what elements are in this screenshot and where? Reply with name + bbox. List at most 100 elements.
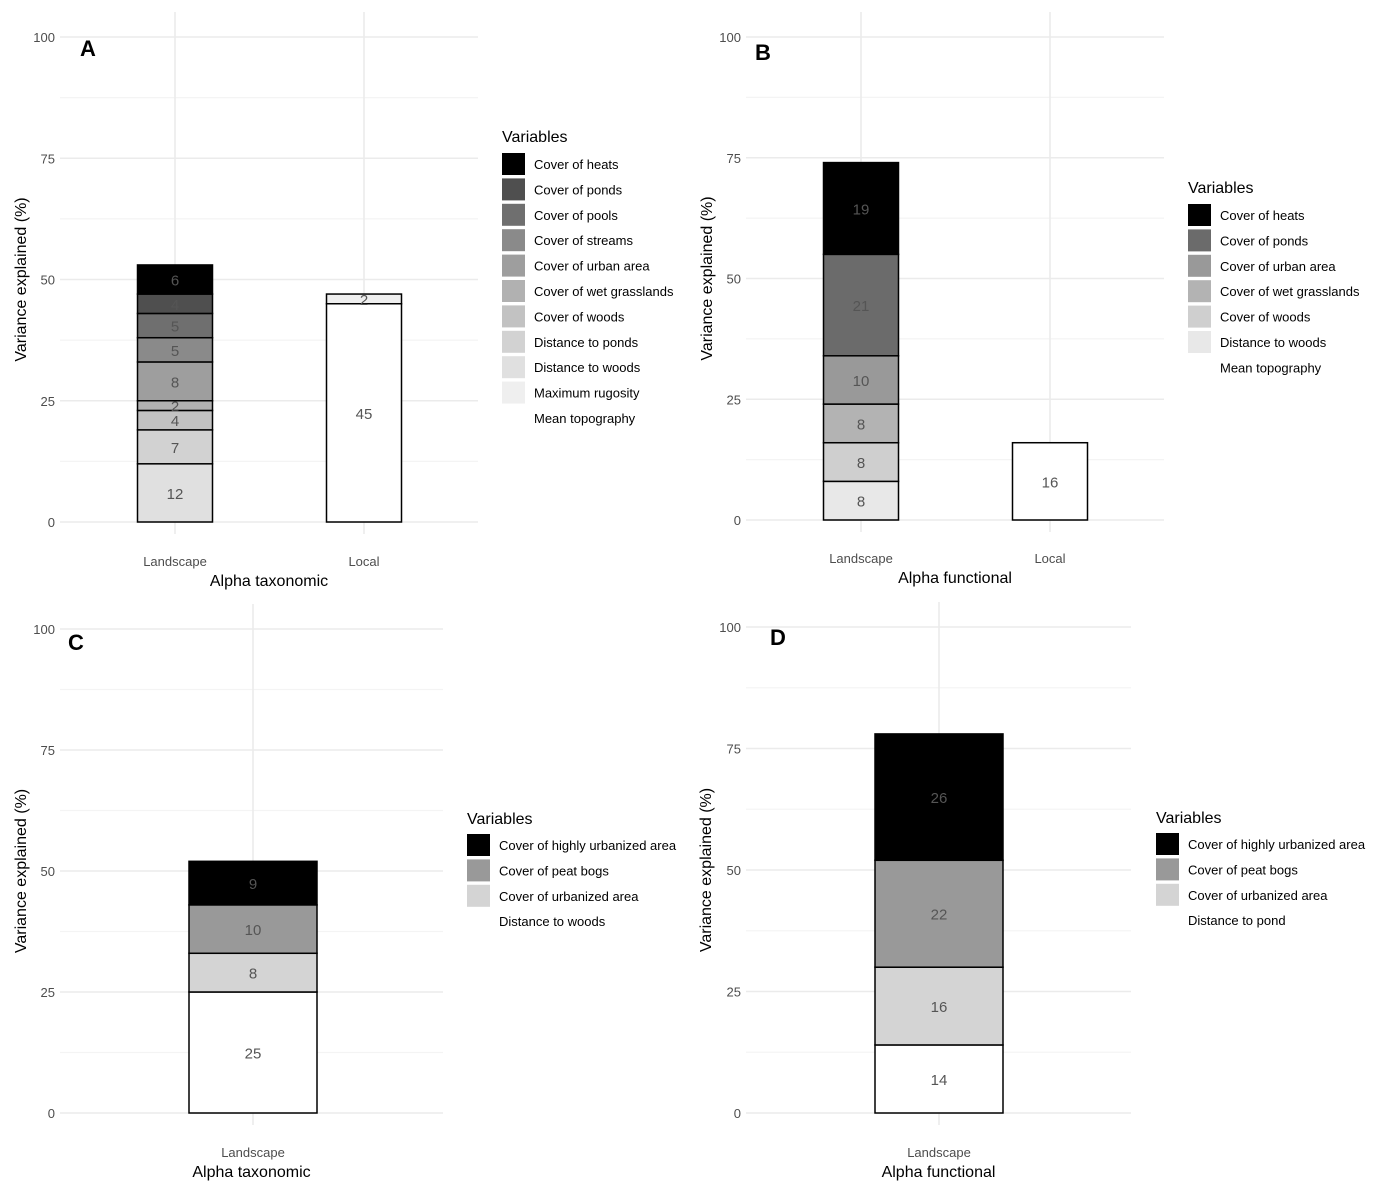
legend-title: Variables <box>1188 180 1254 197</box>
bar-segment <box>822 161 900 256</box>
x-axis-title: Alpha functional <box>898 570 1012 587</box>
legend-label: Cover of urban area <box>1220 259 1336 274</box>
y-tick-label: 50 <box>41 273 55 288</box>
data-label: 8 <box>857 416 865 433</box>
data-label: 2 <box>171 399 179 416</box>
legend-label: Cover of highly urbanized area <box>499 838 677 853</box>
data-label: 9 <box>249 876 257 893</box>
bar-segment <box>325 293 403 305</box>
legend-key <box>1188 254 1211 277</box>
x-axis-title: Alpha taxonomic <box>210 573 328 590</box>
legend-key <box>1188 280 1211 303</box>
data-label: 6 <box>171 273 179 290</box>
legend-key <box>502 203 525 226</box>
bar-segment <box>822 480 900 521</box>
data-label: 14 <box>931 1072 948 1089</box>
legend-key <box>467 884 490 907</box>
x-tick-label: Landscape <box>829 551 893 566</box>
legend-key <box>502 153 525 175</box>
x-tick-label: Local <box>348 554 379 569</box>
y-axis-title: Variance explained (%) <box>699 196 716 360</box>
legend-label: Cover of urbanized area <box>1188 888 1328 903</box>
legend-key <box>502 305 525 328</box>
data-label: 45 <box>356 406 373 423</box>
legend-key <box>502 254 525 277</box>
legend-key <box>1188 305 1211 328</box>
legend-key <box>1156 858 1179 881</box>
bar-segment <box>874 1044 1004 1114</box>
legend-key <box>1188 229 1211 252</box>
panel-b: 0 25 50 75 100 Landscape Local Alpha functional… <box>699 12 1360 587</box>
panel-d: 0 25 50 75 100 Landscape Alpha functional Varia… <box>698 602 1366 1181</box>
legend-label: Cover of peat bogs <box>1188 862 1298 877</box>
y-tick-label: 25 <box>41 394 55 409</box>
y-tick-label: 75 <box>41 151 55 166</box>
bar-segment <box>188 860 318 906</box>
data-label: 2 <box>360 292 368 309</box>
legend-label: Cover of ponds <box>534 182 623 197</box>
panel-letter: B <box>755 40 771 65</box>
legend-label: Cover of woods <box>534 309 625 324</box>
y-tick-label: 75 <box>727 151 741 166</box>
bar-segment <box>874 733 1004 862</box>
bar-segment <box>188 904 318 955</box>
data-label: 8 <box>171 374 179 391</box>
y-tick-label: 100 <box>719 30 741 45</box>
bar-segment <box>822 355 900 405</box>
legend-label: Cover of urbanized area <box>499 889 639 904</box>
bar-segment <box>136 463 214 523</box>
panel-letter: C <box>68 630 84 655</box>
legend-key <box>502 229 525 252</box>
data-label: 7 <box>171 440 179 457</box>
legend-title: Variables <box>467 811 533 828</box>
legend-label: Cover of highly urbanized area <box>1188 837 1366 852</box>
data-label: 8 <box>249 966 257 983</box>
data-label: 8 <box>857 494 865 511</box>
bar-segment <box>188 991 318 1114</box>
legend-label: Cover of wet grasslands <box>1220 284 1360 299</box>
bar-segment <box>136 336 214 363</box>
data-label: 25 <box>245 1046 262 1063</box>
legend-label: Cover of streams <box>534 233 633 248</box>
legend-label: Cover of pools <box>534 208 618 223</box>
legend-label: Distance to ponds <box>534 335 639 350</box>
legend-label: Cover of heats <box>534 157 619 172</box>
y-tick-label: 75 <box>41 743 55 758</box>
legend-label: Distance to woods <box>1220 335 1327 350</box>
y-tick-label: 25 <box>727 392 741 407</box>
y-axis-title: Variance explained (%) <box>13 789 30 953</box>
legend-key <box>502 280 525 302</box>
panel-letter: A <box>80 36 96 61</box>
data-label: 12 <box>167 486 184 503</box>
bar-segment <box>822 253 900 357</box>
data-label: 8 <box>857 455 865 472</box>
bar-segment <box>136 429 214 465</box>
legend-label: Cover of wet grasslands <box>534 284 674 299</box>
x-tick-label: Landscape <box>907 1145 971 1160</box>
panel-letter: D <box>770 625 786 650</box>
y-tick-label: 100 <box>719 620 741 635</box>
y-tick-label: 25 <box>727 985 741 1000</box>
legend-label: Distance to pond <box>1188 913 1286 928</box>
data-label: 10 <box>245 922 262 939</box>
legend-key <box>502 330 525 353</box>
legend-title: Variables <box>502 129 568 146</box>
legend-key <box>502 356 525 379</box>
legend-key <box>1188 356 1211 379</box>
data-label: 26 <box>931 790 948 807</box>
bar-segment <box>188 952 318 993</box>
legend-key <box>502 178 525 201</box>
legend-label: Cover of heats <box>1220 208 1305 223</box>
legend-label: Cover of ponds <box>1220 233 1309 248</box>
x-axis-title: Alpha taxonomic <box>192 1164 310 1181</box>
legend-key <box>1156 883 1179 906</box>
y-tick-label: 0 <box>48 1106 55 1121</box>
legend-label: Maximum rugosity <box>534 386 640 401</box>
legend-key <box>1156 909 1179 932</box>
y-tick-label: 0 <box>734 513 741 528</box>
data-label: 21 <box>853 298 870 315</box>
legend-key <box>502 381 525 404</box>
legend-key <box>467 910 490 933</box>
data-label: 16 <box>931 999 948 1016</box>
